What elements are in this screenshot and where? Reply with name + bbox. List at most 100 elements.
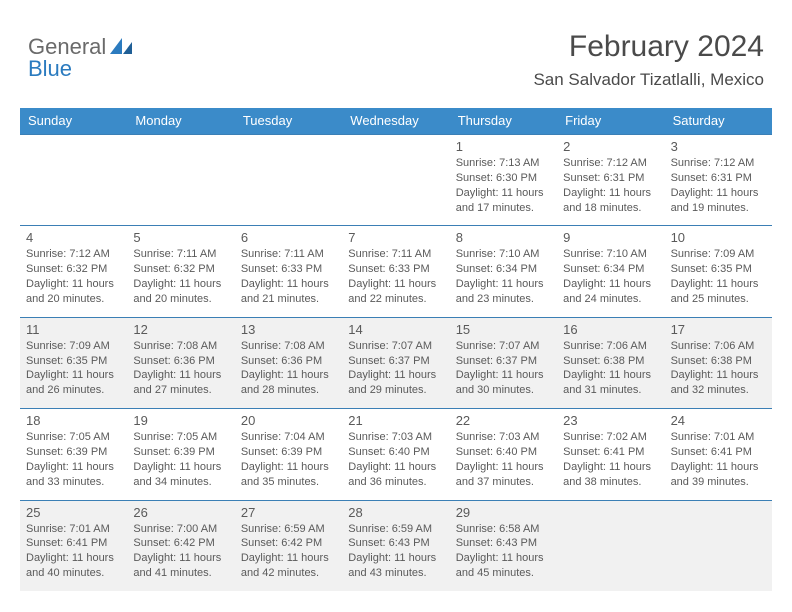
- logo-sail-icon: [110, 38, 132, 59]
- daylight-line: Daylight: 11 hours and 20 minutes.: [26, 277, 121, 307]
- sunset-line: Sunset: 6:37 PM: [456, 354, 551, 369]
- sunrise-line: Sunrise: 7:06 AM: [671, 339, 766, 354]
- sunset-line: Sunset: 6:39 PM: [26, 445, 121, 460]
- day-cell: 27Sunrise: 6:59 AMSunset: 6:42 PMDayligh…: [235, 501, 342, 591]
- sunrise-line: Sunrise: 7:12 AM: [26, 247, 121, 262]
- day-cell: 22Sunrise: 7:03 AMSunset: 6:40 PMDayligh…: [450, 409, 557, 499]
- day-cell: [557, 501, 664, 591]
- weeks-container: 1Sunrise: 7:13 AMSunset: 6:30 PMDaylight…: [20, 134, 772, 591]
- weekday-header: Wednesday: [342, 108, 449, 134]
- daylight-line: Daylight: 11 hours and 41 minutes.: [133, 551, 228, 581]
- sunset-line: Sunset: 6:31 PM: [671, 171, 766, 186]
- day-cell: 4 Sunrise: 7:12 AMSunset: 6:32 PMDaylight…: [20, 226, 127, 316]
- sunrise-line: Sunrise: 7:10 AM: [563, 247, 658, 262]
- daylight-line: Daylight: 11 hours and 27 minutes.: [133, 368, 228, 398]
- sunset-line: Sunset: 6:30 PM: [456, 171, 551, 186]
- day-cell: 29Sunrise: 6:58 AMSunset: 6:43 PMDayligh…: [450, 501, 557, 591]
- day-cell: 11Sunrise: 7:09 AMSunset: 6:35 PMDayligh…: [20, 318, 127, 408]
- sunrise-line: Sunrise: 7:08 AM: [241, 339, 336, 354]
- daylight-line: Daylight: 11 hours and 35 minutes.: [241, 460, 336, 490]
- daylight-line: Daylight: 11 hours and 36 minutes.: [348, 460, 443, 490]
- day-number: 4: [26, 230, 121, 245]
- day-number: 9: [563, 230, 658, 245]
- daylight-line: Daylight: 11 hours and 29 minutes.: [348, 368, 443, 398]
- sunrise-line: Sunrise: 7:02 AM: [563, 430, 658, 445]
- sunrise-line: Sunrise: 7:05 AM: [26, 430, 121, 445]
- day-number: 3: [671, 139, 766, 154]
- day-cell: 12Sunrise: 7:08 AMSunset: 6:36 PMDayligh…: [127, 318, 234, 408]
- weekday-header: Saturday: [665, 108, 772, 134]
- sunset-line: Sunset: 6:32 PM: [26, 262, 121, 277]
- day-cell: 10Sunrise: 7:09 AMSunset: 6:35 PMDayligh…: [665, 226, 772, 316]
- week-row: 11Sunrise: 7:09 AMSunset: 6:35 PMDayligh…: [20, 317, 772, 408]
- sunrise-line: Sunrise: 7:03 AM: [348, 430, 443, 445]
- day-number: 21: [348, 413, 443, 428]
- sunset-line: Sunset: 6:35 PM: [671, 262, 766, 277]
- sunset-line: Sunset: 6:36 PM: [241, 354, 336, 369]
- day-number: 20: [241, 413, 336, 428]
- sunset-line: Sunset: 6:41 PM: [26, 536, 121, 551]
- day-cell: [665, 501, 772, 591]
- day-number: 2: [563, 139, 658, 154]
- daylight-line: Daylight: 11 hours and 38 minutes.: [563, 460, 658, 490]
- week-row: 4Sunrise: 7:12 AMSunset: 6:32 PMDaylight…: [20, 225, 772, 316]
- day-number: 17: [671, 322, 766, 337]
- day-cell: 26Sunrise: 7:00 AMSunset: 6:42 PMDayligh…: [127, 501, 234, 591]
- weekday-header: Thursday: [450, 108, 557, 134]
- day-number: 5: [133, 230, 228, 245]
- day-cell: [20, 135, 127, 225]
- logo-sub: Blue: [28, 56, 72, 82]
- title-block: February 2024 San Salvador Tizatlalli, M…: [533, 30, 764, 90]
- sunset-line: Sunset: 6:37 PM: [348, 354, 443, 369]
- day-number: 18: [26, 413, 121, 428]
- day-number: 7: [348, 230, 443, 245]
- day-number: 10: [671, 230, 766, 245]
- sunset-line: Sunset: 6:32 PM: [133, 262, 228, 277]
- day-cell: 7Sunrise: 7:11 AMSunset: 6:33 PMDaylight…: [342, 226, 449, 316]
- sunset-line: Sunset: 6:34 PM: [456, 262, 551, 277]
- day-number: 1: [456, 139, 551, 154]
- day-number: 16: [563, 322, 658, 337]
- sunrise-line: Sunrise: 7:05 AM: [133, 430, 228, 445]
- sunset-line: Sunset: 6:43 PM: [348, 536, 443, 551]
- day-cell: 15Sunrise: 7:07 AMSunset: 6:37 PMDayligh…: [450, 318, 557, 408]
- sunrise-line: Sunrise: 7:10 AM: [456, 247, 551, 262]
- daylight-line: Daylight: 11 hours and 23 minutes.: [456, 277, 551, 307]
- day-cell: 5Sunrise: 7:11 AMSunset: 6:32 PMDaylight…: [127, 226, 234, 316]
- day-number: 23: [563, 413, 658, 428]
- day-number: 22: [456, 413, 551, 428]
- daylight-line: Daylight: 11 hours and 34 minutes.: [133, 460, 228, 490]
- sunset-line: Sunset: 6:40 PM: [348, 445, 443, 460]
- day-number: 6: [241, 230, 336, 245]
- daylight-line: Daylight: 11 hours and 26 minutes.: [26, 368, 121, 398]
- week-row: 25Sunrise: 7:01 AMSunset: 6:41 PMDayligh…: [20, 500, 772, 591]
- daylight-line: Daylight: 11 hours and 18 minutes.: [563, 186, 658, 216]
- day-number: 28: [348, 505, 443, 520]
- sunset-line: Sunset: 6:38 PM: [563, 354, 658, 369]
- sunset-line: Sunset: 6:42 PM: [133, 536, 228, 551]
- week-row: 1Sunrise: 7:13 AMSunset: 6:30 PMDaylight…: [20, 134, 772, 225]
- sunrise-line: Sunrise: 7:06 AM: [563, 339, 658, 354]
- sunset-line: Sunset: 6:40 PM: [456, 445, 551, 460]
- sunset-line: Sunset: 6:35 PM: [26, 354, 121, 369]
- sunrise-line: Sunrise: 7:12 AM: [563, 156, 658, 171]
- weekday-header: Friday: [557, 108, 664, 134]
- day-number: 13: [241, 322, 336, 337]
- day-number: 29: [456, 505, 551, 520]
- daylight-line: Daylight: 11 hours and 17 minutes.: [456, 186, 551, 216]
- daylight-line: Daylight: 11 hours and 20 minutes.: [133, 277, 228, 307]
- day-cell: 3Sunrise: 7:12 AMSunset: 6:31 PMDaylight…: [665, 135, 772, 225]
- day-cell: 24Sunrise: 7:01 AMSunset: 6:41 PMDayligh…: [665, 409, 772, 499]
- day-cell: 23Sunrise: 7:02 AMSunset: 6:41 PMDayligh…: [557, 409, 664, 499]
- header: General February 2024 San Salvador Tizat…: [0, 0, 792, 98]
- daylight-line: Daylight: 11 hours and 39 minutes.: [671, 460, 766, 490]
- sunrise-line: Sunrise: 7:11 AM: [348, 247, 443, 262]
- sunset-line: Sunset: 6:43 PM: [456, 536, 551, 551]
- sunrise-line: Sunrise: 7:07 AM: [348, 339, 443, 354]
- sunrise-line: Sunrise: 7:09 AM: [671, 247, 766, 262]
- daylight-line: Daylight: 11 hours and 30 minutes.: [456, 368, 551, 398]
- sunrise-line: Sunrise: 6:59 AM: [348, 522, 443, 537]
- day-cell: [127, 135, 234, 225]
- day-cell: 17Sunrise: 7:06 AMSunset: 6:38 PMDayligh…: [665, 318, 772, 408]
- daylight-line: Daylight: 11 hours and 42 minutes.: [241, 551, 336, 581]
